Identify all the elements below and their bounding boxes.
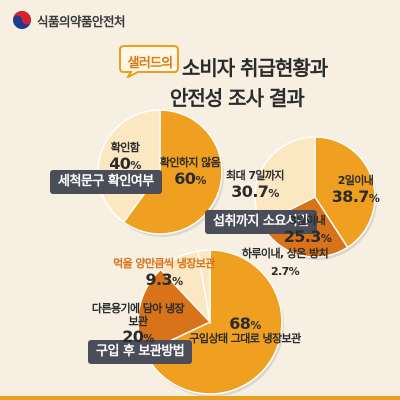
- speech-bubble-icon: [119, 45, 179, 78]
- agency-logo: [13, 11, 31, 29]
- chart3-slice-as-bought: 68% 구입상태 그대로 냉장보관: [189, 314, 301, 346]
- chart3-slice-room-temp: 하루이내, 상온 방치 2.7%: [241, 247, 329, 278]
- chart3-slice-3: [196, 249, 211, 323]
- chart3-slice-other-container: 다른용기에 담아 냉장보관 20%: [91, 302, 185, 347]
- title-line-1: 소비자 취급현황과: [182, 56, 328, 80]
- title-bubble: 샐러드의: [127, 56, 173, 71]
- chart2-slice-3days: 3일이내 25.3%: [283, 214, 332, 246]
- chart1-slice-not-confirmed: 확인하지 않음 60%: [159, 156, 221, 188]
- chart2-slice-2days: 2일이내 38.7%: [331, 174, 380, 206]
- chart1-slice-confirmed: 확인함 40%: [109, 141, 141, 173]
- footer-bar: [0, 396, 400, 400]
- chart1-label: 세척문구 확인여부: [50, 170, 162, 194]
- chart1-slice-1: [97, 109, 161, 224]
- chart2-slice-7days: 최대 7일까지 30.7%: [226, 169, 284, 201]
- header: 식품의약품안전처: [0, 0, 400, 42]
- chart2-label: 섭취까지 소요시간: [205, 210, 317, 234]
- chart1-slice-0: [122, 109, 223, 235]
- chart3-label: 구입 후 보관방법: [88, 340, 193, 364]
- agency-name: 식품의약품안전처: [37, 14, 126, 29]
- title-line-2: 안전성 조사 결과: [170, 86, 305, 110]
- chart3-slice-portion: 먹을 양만큼씩 냉장보관 9.3%: [113, 257, 215, 289]
